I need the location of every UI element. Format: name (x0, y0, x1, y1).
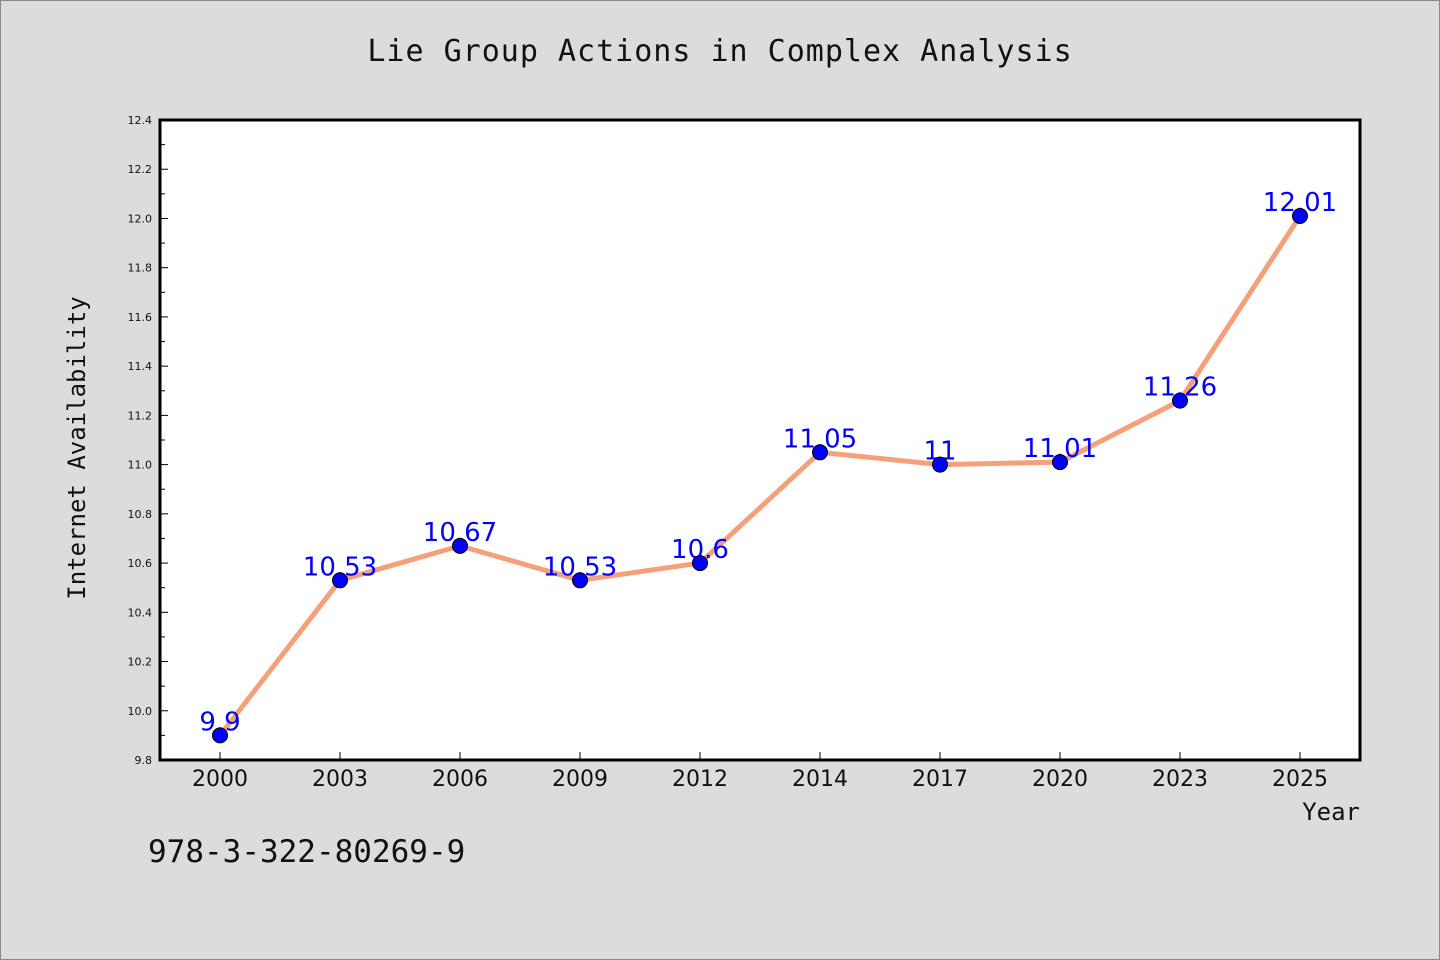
y-tick-label: 11.0 (128, 459, 153, 472)
y-tick-label: 10.0 (128, 705, 153, 718)
data-point-marker (452, 537, 468, 554)
x-tick-label: 2025 (1272, 767, 1328, 792)
x-tick-label: 2017 (912, 767, 968, 792)
y-tick-label: 10.4 (128, 606, 153, 619)
y-tick-label: 9.8 (135, 754, 153, 767)
data-point-marker (1172, 392, 1188, 409)
x-tick-label: 2023 (1152, 767, 1208, 792)
x-tick-label: 2006 (432, 767, 488, 792)
data-point-marker (1292, 208, 1308, 224)
y-tick-label: 11.6 (128, 311, 153, 324)
x-tick-label: 2003 (312, 767, 368, 792)
plot-border (158, 118, 1362, 762)
y-tick-label: 11.4 (128, 360, 153, 373)
y-tick-label: 10.6 (128, 557, 153, 570)
x-tick-label: 2000 (192, 767, 248, 792)
series-line-group (218, 214, 1303, 737)
data-point-marker (212, 727, 228, 744)
y-tick-label: 12.2 (128, 163, 153, 176)
x-tick-label: 2012 (672, 767, 728, 792)
y-axis: 9.8 10.0 10.2 10.4 10.6 10.8 11.0 11.2 11.4 11.6 1… (128, 114, 168, 767)
data-point-marker (692, 555, 708, 572)
y-tick-label: 11.8 (128, 262, 153, 275)
y-tick-label: 10.2 (128, 656, 153, 669)
data-point-marker (812, 444, 828, 461)
data-point-marker (572, 572, 588, 589)
series-line (218, 214, 1303, 737)
x-tick-label: 2009 (552, 767, 608, 792)
x-tick-label: 2020 (1032, 767, 1088, 792)
isbn-text: 978-3-322-80269-9 (148, 834, 466, 870)
x-axis: 2000 2003 2006 2009 2012 2014 2017 2020 2023 2025 (192, 752, 1328, 792)
y-tick-label: 12.0 (128, 212, 153, 225)
x-tick-label: 2014 (792, 767, 848, 792)
data-point-marker (332, 572, 348, 589)
chart-title: Lie Group Actions in Complex Analysis (367, 34, 1073, 69)
x-axis-label: Year (1302, 798, 1360, 826)
y-tick-label: 12.4 (128, 114, 153, 127)
y-tick-label: 11.2 (128, 409, 153, 422)
data-point-marker (1052, 454, 1068, 471)
data-point-marker (932, 456, 948, 473)
marker-group (212, 208, 1308, 744)
plot-area (160, 120, 1360, 760)
y-tick-label: 10.8 (128, 508, 153, 521)
y-axis-label: Internet Availability (63, 296, 91, 599)
